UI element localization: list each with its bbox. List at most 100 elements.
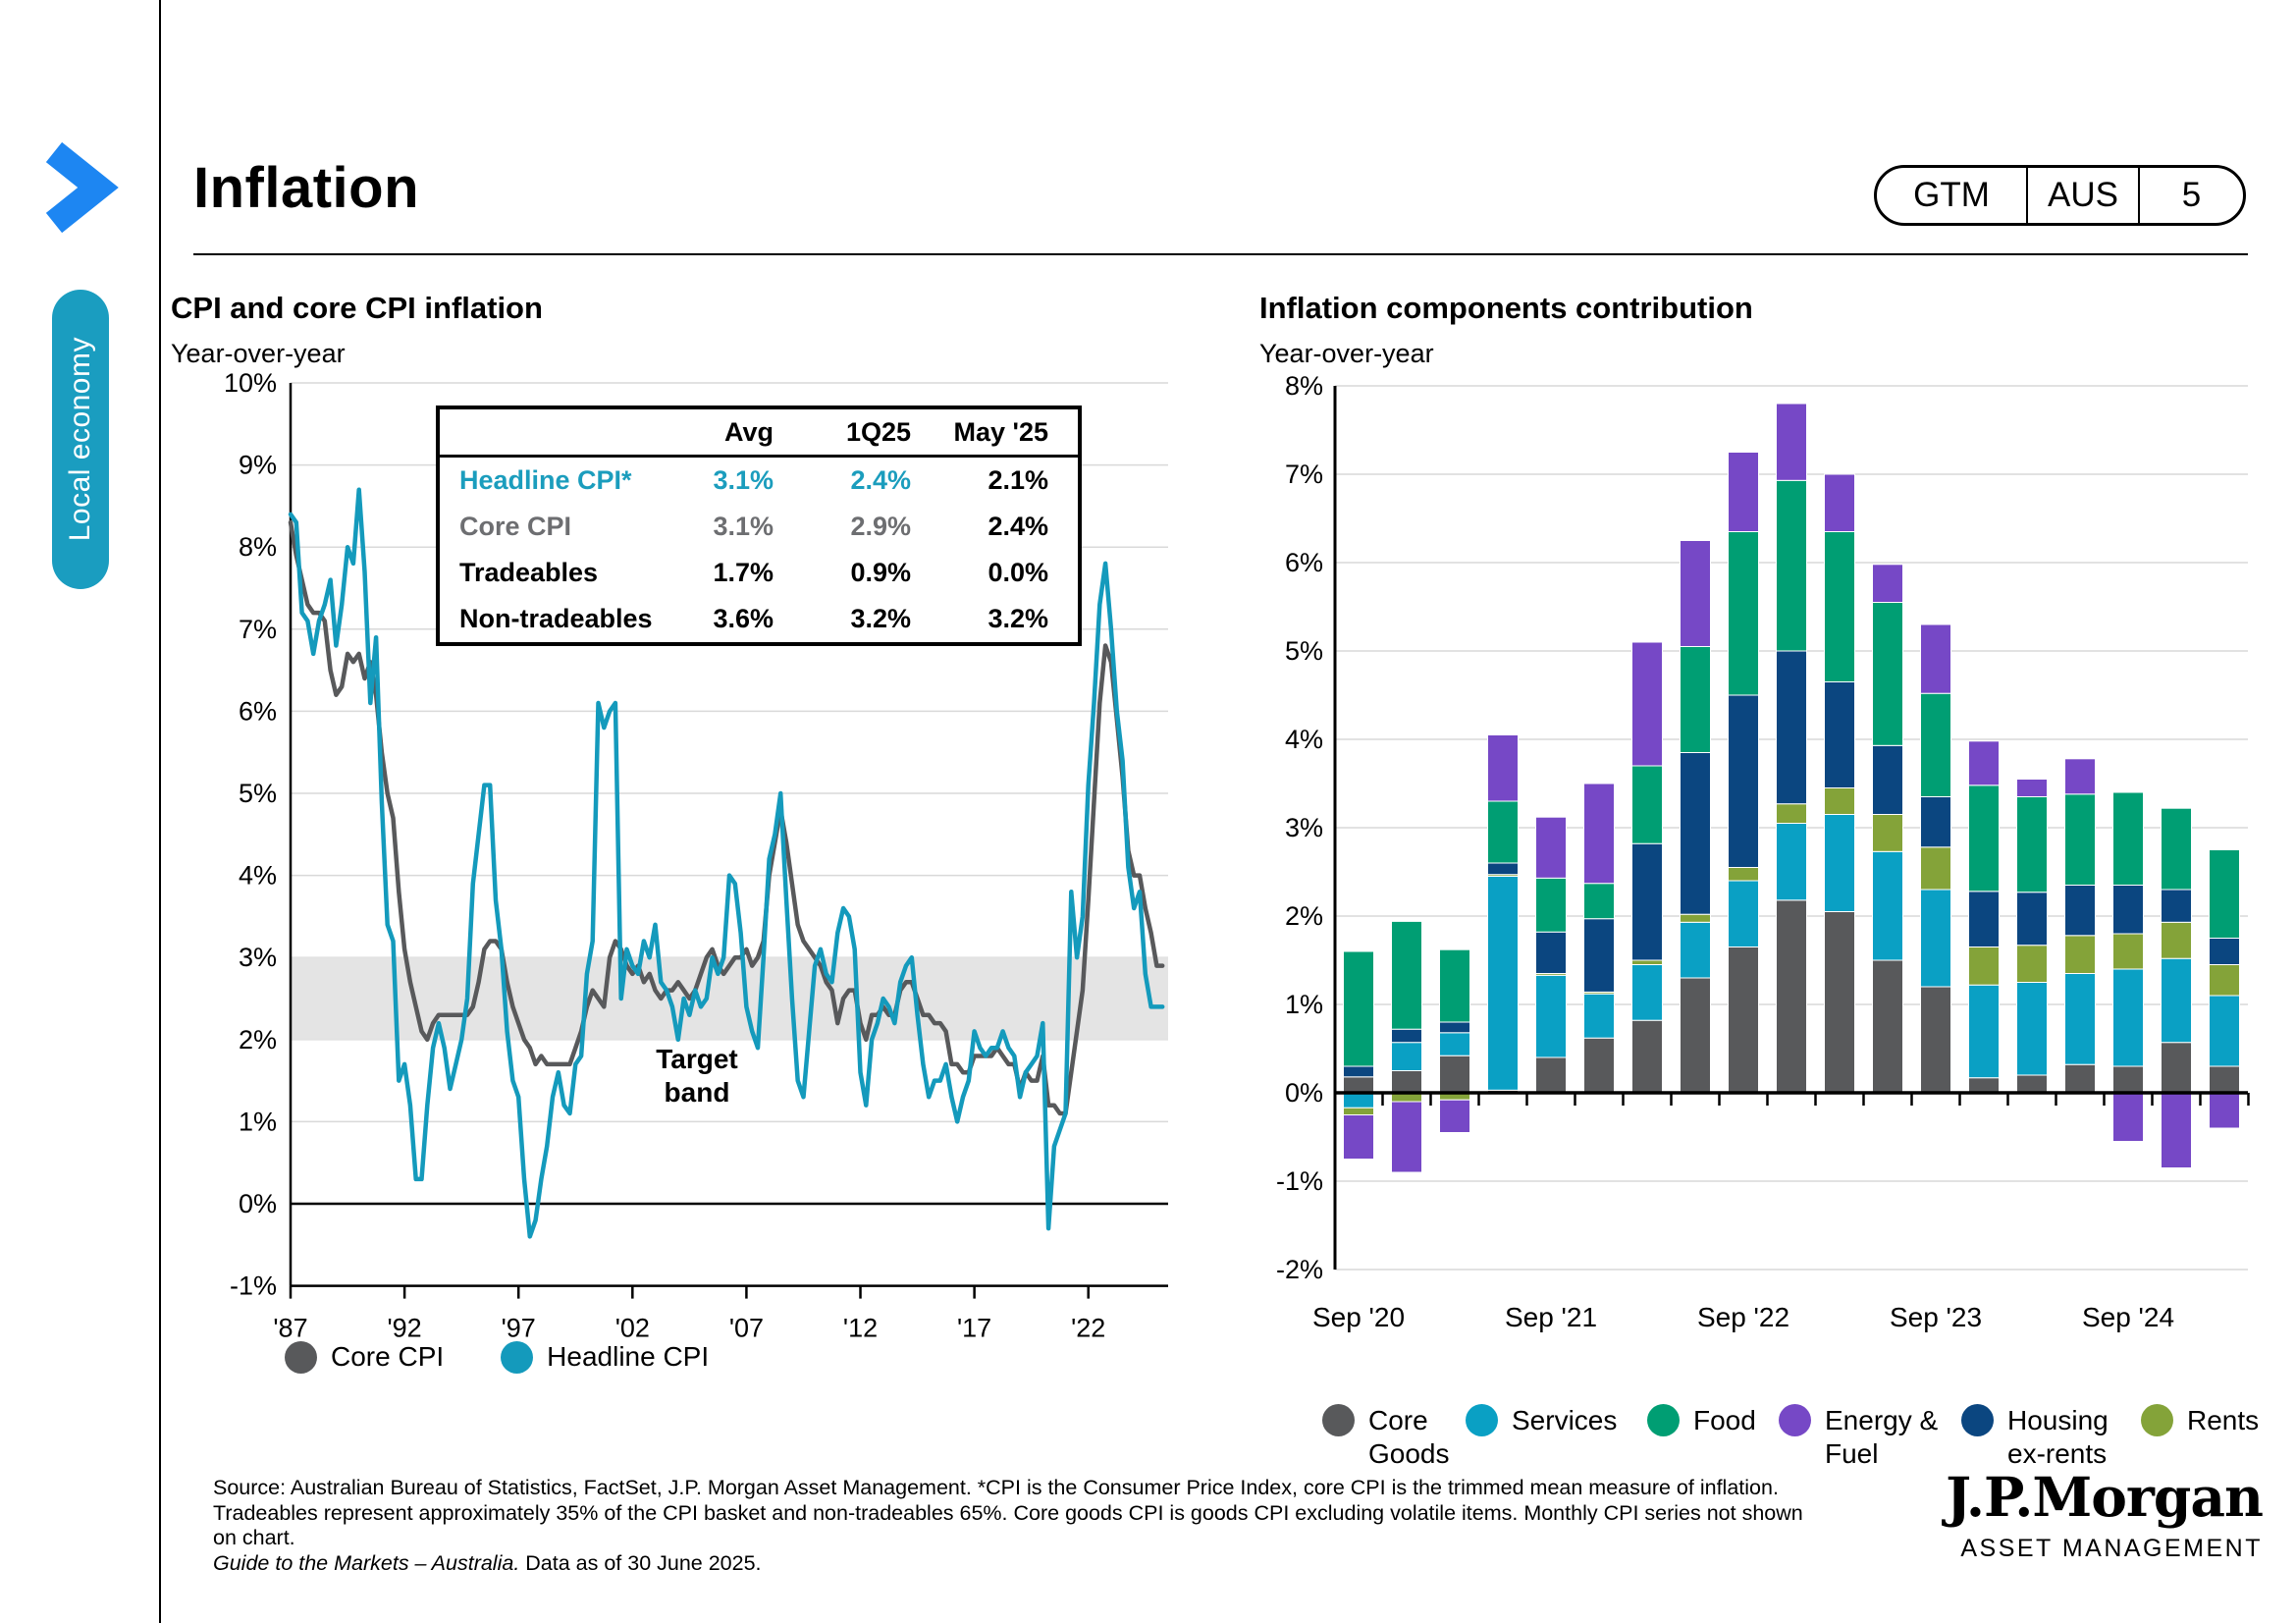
stats-value: 1.7% [713,558,774,587]
footnote-line-3: on chart. [213,1526,295,1549]
svg-text:2%: 2% [239,1025,277,1055]
asset-management-text: ASSET MANAGEMENT [1960,1535,2263,1562]
stats-value: 2.4% [850,465,911,495]
legend-item-services: Services [1466,1404,1617,1437]
svg-text:'92: '92 [388,1314,422,1343]
badge-gtm: GTM [1877,168,2028,223]
source-footnote: Source: Australian Bureau of Statistics,… [213,1476,1882,1576]
legend-item-energy-fuel: Energy & Fuel [1779,1404,1938,1471]
sidebar-tab-local-economy[interactable]: Local economy [52,290,109,589]
svg-text:1%: 1% [1285,990,1323,1019]
legend-label: Core Goods [1368,1405,1450,1469]
left-chart-subtitle: Year-over-year [171,339,346,368]
legend-label: Food [1693,1405,1756,1435]
stats-row-label: Core CPI [459,512,572,541]
stats-value: 2.4% [988,512,1048,541]
right-chart-title: Inflation components contribution [1259,291,1753,325]
svg-text:-1%: -1% [230,1271,277,1301]
svg-text:0%: 0% [1285,1078,1323,1108]
stats-col-header: 1Q25 [845,416,911,447]
stats-col-header: Avg [723,416,774,447]
stats-row-label: Headline CPI* [459,465,632,495]
svg-text:Sep '23: Sep '23 [1890,1302,1982,1332]
gtm-page-badge: GTM AUS 5 [1874,165,2246,226]
legend-label: Services [1512,1405,1618,1435]
page-title: Inflation [193,156,420,220]
legend-item-rents: Rents [2141,1404,2259,1437]
svg-text:8%: 8% [239,532,277,562]
stats-table-row: Non-tradeables 3.6% 3.2% 3.2% [440,596,1078,642]
stats-value: 3.1% [713,512,774,541]
svg-text:7%: 7% [239,615,277,644]
svg-text:Sep '24: Sep '24 [2082,1302,2174,1332]
legend-swatch [1466,1404,1498,1436]
stats-table-row: Headline CPI* 3.1% 2.4% 2.1% [440,458,1078,504]
svg-text:'87: '87 [273,1314,307,1343]
legend-swatch [1961,1404,1994,1436]
header-rule [193,253,2248,255]
stats-table-row: Core CPI 3.1% 2.9% 2.4% [440,504,1078,550]
svg-text:5%: 5% [1285,636,1323,666]
stats-value: 3.2% [988,604,1048,633]
svg-text:'97: '97 [502,1314,536,1343]
svg-text:-2%: -2% [1276,1255,1323,1284]
gtm-publication-name: Guide to the Markets – Australia. [213,1550,520,1575]
footnote-line-4: Guide to the Markets – Australia. Data a… [213,1551,1882,1577]
right-chart-subtitle: Year-over-year [1259,339,1434,368]
data-as-of-date: Data as of 30 June 2025. [519,1550,762,1575]
jpmorgan-logo: J.P.Morgan ASSET MANAGEMENT [1919,1465,2264,1563]
legend-swatch [501,1341,534,1374]
legend-swatch [285,1341,317,1374]
svg-text:Sep '20: Sep '20 [1312,1302,1405,1332]
cpi-line-chart: 10% 9% 8% 7% 6% 5% 4% 3% 2% 1% 0% -1% '87 '92 '97 '02 '0… [224,373,1168,1343]
badge-page-number: 5 [2181,176,2202,214]
legend-swatch [1779,1404,1811,1436]
svg-text:0%: 0% [239,1189,277,1218]
svg-text:'07: '07 [729,1314,764,1343]
footnote-line-2: Tradeables represent approximately 35% o… [213,1500,1803,1525]
stats-value: 0.0% [988,558,1048,587]
legend-swatch [2141,1404,2173,1436]
svg-text:6%: 6% [1285,548,1323,577]
cpi-stats-table: Avg 1Q25 May '25 Headline CPI* 3.1% 2.4% 2.1% C… [436,406,1082,646]
svg-text:5%: 5% [239,779,277,808]
legend-item-core-cpi: Core CPI [285,1341,444,1374]
legend-item-core-goods: Core Goods [1322,1404,1450,1471]
svg-text:8%: 8% [1285,373,1323,401]
jpmorgan-logo-text: J.P.Morgan [1946,1465,2264,1529]
svg-text:'22: '22 [1071,1314,1105,1343]
target-band-label: Target band [656,1044,738,1108]
legend-swatch [1322,1404,1355,1436]
stats-value: 3.6% [713,604,774,633]
stats-value: 3.2% [850,604,911,633]
legend-label: Core CPI [331,1341,445,1372]
footnote-line-1: Source: Australian Bureau of Statistics,… [213,1476,1779,1499]
svg-text:6%: 6% [239,696,277,726]
stats-value: 3.1% [713,465,774,495]
stats-table-header-row: Avg 1Q25 May '25 [440,409,1078,458]
stats-row-label: Tradeables [459,558,599,587]
svg-text:Sep '22: Sep '22 [1697,1302,1789,1332]
sidebar-divider [159,0,161,1623]
svg-text:4%: 4% [1285,725,1323,754]
svg-text:3%: 3% [1285,813,1323,842]
left-chart-title: CPI and core CPI inflation [171,291,543,325]
left-chart-legend: Core CPI Headline CPI [285,1341,709,1374]
legend-item-food: Food [1647,1404,1756,1437]
legend-label: Rents [2187,1405,2260,1435]
legend-label: Energy & Fuel [1825,1405,1939,1469]
svg-text:9%: 9% [239,451,277,480]
svg-text:7%: 7% [1285,460,1323,489]
svg-text:Sep '21: Sep '21 [1505,1302,1597,1332]
legend-item-headline-cpi: Headline CPI [501,1341,709,1374]
legend-swatch [1647,1404,1680,1436]
svg-text:2%: 2% [1285,901,1323,931]
svg-text:'02: '02 [615,1314,650,1343]
legend-label: Housing ex-rents [2007,1405,2109,1469]
stats-table-row: Tradeables 1.7% 0.9% 0.0% [440,550,1078,596]
svg-text:'12: '12 [843,1314,878,1343]
svg-text:10%: 10% [224,373,277,398]
svg-text:1%: 1% [239,1107,277,1136]
sidebar-tab-label: Local economy [64,337,96,542]
